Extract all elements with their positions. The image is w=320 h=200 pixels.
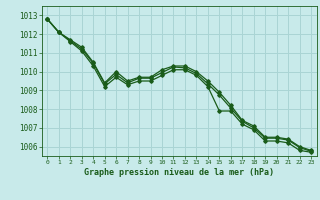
X-axis label: Graphe pression niveau de la mer (hPa): Graphe pression niveau de la mer (hPa) bbox=[84, 168, 274, 177]
